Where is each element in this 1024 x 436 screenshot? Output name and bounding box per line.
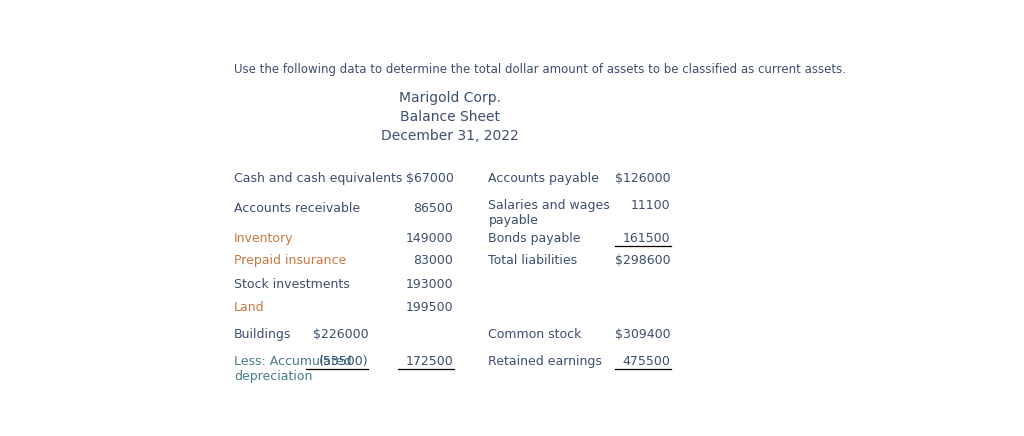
Text: 11100: 11100: [631, 199, 671, 211]
Text: $309400: $309400: [614, 328, 671, 341]
Text: $226000: $226000: [312, 328, 369, 341]
Text: 149000: 149000: [406, 232, 454, 245]
Text: 199500: 199500: [406, 301, 454, 314]
Text: Inventory: Inventory: [234, 232, 294, 245]
Text: Marigold Corp.: Marigold Corp.: [398, 91, 501, 105]
Text: 86500: 86500: [414, 202, 454, 215]
Text: $126000: $126000: [614, 172, 671, 185]
Text: Accounts payable: Accounts payable: [488, 172, 599, 185]
Text: Land: Land: [234, 301, 265, 314]
Text: 83000: 83000: [414, 254, 454, 267]
Text: Common stock: Common stock: [488, 328, 582, 341]
Text: Accounts receivable: Accounts receivable: [234, 202, 360, 215]
Text: December 31, 2022: December 31, 2022: [381, 129, 518, 143]
Text: Less: Accumulated
depreciation: Less: Accumulated depreciation: [234, 355, 352, 383]
Text: Use the following data to determine the total dollar amount of assets to be clas: Use the following data to determine the …: [234, 63, 846, 76]
Text: $298600: $298600: [614, 254, 671, 267]
Text: Buildings: Buildings: [234, 328, 292, 341]
Text: 172500: 172500: [406, 355, 454, 368]
Text: 193000: 193000: [406, 278, 454, 291]
Text: Stock investments: Stock investments: [234, 278, 350, 291]
Text: Retained earnings: Retained earnings: [488, 355, 602, 368]
Text: Prepaid insurance: Prepaid insurance: [234, 254, 346, 267]
Text: 475500: 475500: [623, 355, 671, 368]
Text: Bonds payable: Bonds payable: [488, 232, 581, 245]
Text: $67000: $67000: [406, 172, 454, 185]
Text: Total liabilities: Total liabilities: [488, 254, 578, 267]
Text: Balance Sheet: Balance Sheet: [399, 110, 500, 124]
Text: Cash and cash equivalents: Cash and cash equivalents: [234, 172, 402, 185]
Text: 161500: 161500: [623, 232, 671, 245]
Text: Salaries and wages
payable: Salaries and wages payable: [488, 199, 610, 227]
Text: (53500): (53500): [318, 355, 369, 368]
